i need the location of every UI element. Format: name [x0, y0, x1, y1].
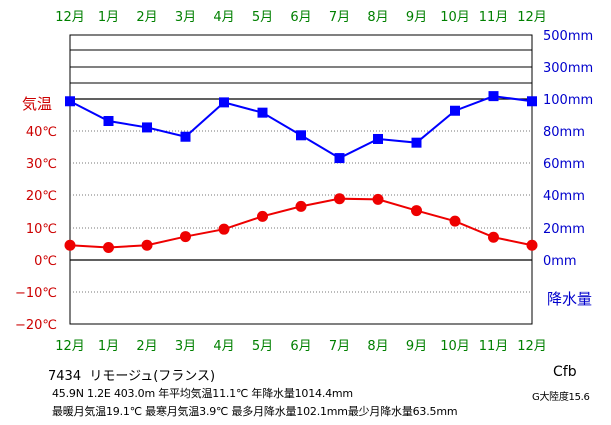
precipitation-tick-label: 60mm — [543, 157, 585, 172]
temperature-point — [180, 231, 191, 243]
month-label: 10月 — [440, 10, 470, 25]
temperature-tick-label: −20℃ — [15, 318, 57, 333]
climate-chart: 12月 1月 2月 3月 4月 5月 6月 7月 8月 9月 10月 11月 12月 12月 1月 2月 3月… — [15, 10, 593, 354]
station-name: リモージュ(フランス) — [89, 369, 216, 384]
month-label: 1月 — [98, 339, 119, 354]
continentality-index: G大陸度15.6 — [532, 392, 590, 403]
temperature-tick-label: 20℃ — [26, 189, 57, 204]
precipitation-tick-label: 80mm — [543, 125, 585, 140]
month-label: 9月 — [406, 339, 427, 354]
precipitation-point — [257, 107, 268, 118]
temperature-point — [257, 210, 268, 222]
temperature-tick-label: 0℃ — [34, 254, 57, 269]
month-label: 6月 — [290, 339, 311, 354]
chart-series — [64, 91, 538, 253]
station-coords: 45.9N 1.2E 403.0m — [52, 387, 155, 400]
plot-frame — [69, 34, 533, 325]
temperature-point — [449, 215, 461, 227]
station-line: 7434 リモージュ(フランス) — [48, 365, 215, 384]
month-label: 2月 — [136, 339, 157, 354]
precipitation-line — [69, 95, 533, 160]
month-label: 1月 — [98, 10, 119, 25]
month-label: 4月 — [213, 339, 234, 354]
chart-grid — [69, 34, 533, 325]
temperature-point — [64, 239, 76, 251]
precipitation-tick-label: 500mm — [543, 29, 593, 44]
precipitation-point — [411, 137, 422, 148]
precipitation-point — [527, 96, 537, 107]
month-label: 4月 — [213, 10, 234, 25]
warmest-month-temp: 最暖月気温19.1℃ — [52, 405, 142, 418]
precipitation-point — [373, 133, 383, 144]
month-label: 12月 — [55, 10, 85, 25]
temperature-point — [372, 193, 384, 205]
precipitation-point — [296, 130, 306, 141]
temperature-tick-label: −10℃ — [15, 286, 57, 301]
month-label: 6月 — [290, 10, 311, 25]
precipitation-tick-label: 20mm — [543, 222, 585, 237]
month-label: 5月 — [252, 339, 273, 354]
month-label: 9月 — [406, 10, 427, 25]
station-number: 7434 — [48, 369, 82, 384]
annual-precip: 年降水量1014.4mm — [251, 387, 353, 400]
temperature-point — [141, 239, 153, 251]
annual-mean-temp: 年平均気温11.1℃ — [158, 387, 249, 400]
month-label: 12月 — [517, 10, 547, 25]
precipitation-point — [142, 122, 152, 133]
temperature-point — [488, 231, 499, 243]
month-label: 11月 — [479, 339, 509, 354]
koppen-class: Cfb — [553, 364, 577, 380]
temperature-tick-label: 10℃ — [26, 222, 57, 237]
temperature-point — [295, 200, 307, 212]
temperature-axis-title: 気温 — [22, 95, 52, 113]
month-label: 7月 — [329, 10, 350, 25]
temperature-axis: 40℃ 30℃ 20℃ 10℃ 0℃ −10℃ −20℃ — [15, 125, 57, 333]
precipitation-point — [450, 105, 460, 116]
precipitation-point — [180, 131, 191, 142]
driest-month-precip: 最少月降水量63.5mm — [347, 405, 458, 418]
precipitation-point — [488, 91, 499, 102]
month-label: 3月 — [175, 339, 196, 354]
precipitation-point — [65, 96, 75, 107]
precipitation-point — [103, 116, 114, 127]
temperature-point — [218, 223, 230, 235]
precipitation-tick-label: 300mm — [543, 61, 593, 76]
precipitation-axis: 500mm 300mm 100mm 80mm 60mm 40mm 20mm 0mm — [543, 29, 593, 269]
precipitation-tick-label: 100mm — [543, 93, 593, 108]
month-label: 5月 — [252, 10, 273, 25]
precipitation-point — [219, 97, 229, 108]
month-label: 8月 — [367, 10, 388, 25]
month-label: 10月 — [440, 339, 470, 354]
precipitation-tick-label: 40mm — [543, 189, 585, 204]
stats-line-2: 最暖月気温19.1℃ 最寒月気温3.9℃ 最多月降水量102.1mm最少月降水量… — [52, 403, 458, 419]
temperature-tick-label: 30℃ — [26, 157, 57, 172]
temperature-point — [411, 205, 422, 217]
precipitation-tick-label: 0mm — [543, 254, 577, 269]
month-label: 12月 — [517, 339, 547, 354]
stats-line-1: 45.9N 1.2E 403.0m 年平均気温11.1℃ 年降水量1014.4m… — [52, 385, 353, 401]
wettest-month-precip: 最多月降水量102.1mm — [231, 405, 349, 418]
month-label: 2月 — [136, 10, 157, 25]
month-label: 12月 — [55, 339, 85, 354]
top-month-labels: 12月 1月 2月 3月 4月 5月 6月 7月 8月 9月 10月 11月 12月 — [55, 10, 547, 25]
temperature-tick-label: 40℃ — [26, 125, 57, 140]
temperature-point — [334, 193, 345, 205]
coldest-month-temp: 最寒月気温3.9℃ — [145, 405, 229, 418]
bottom-month-labels: 12月 1月 2月 3月 4月 5月 6月 7月 8月 9月 10月 11月 12月 — [55, 339, 547, 354]
temperature-point — [526, 239, 538, 251]
month-label: 11月 — [479, 10, 509, 25]
month-label: 3月 — [175, 10, 196, 25]
temperature-point — [103, 241, 114, 253]
month-label: 7月 — [329, 339, 350, 354]
month-label: 8月 — [367, 339, 388, 354]
precipitation-point — [334, 153, 345, 164]
precipitation-axis-title: 降水量 — [547, 290, 592, 308]
